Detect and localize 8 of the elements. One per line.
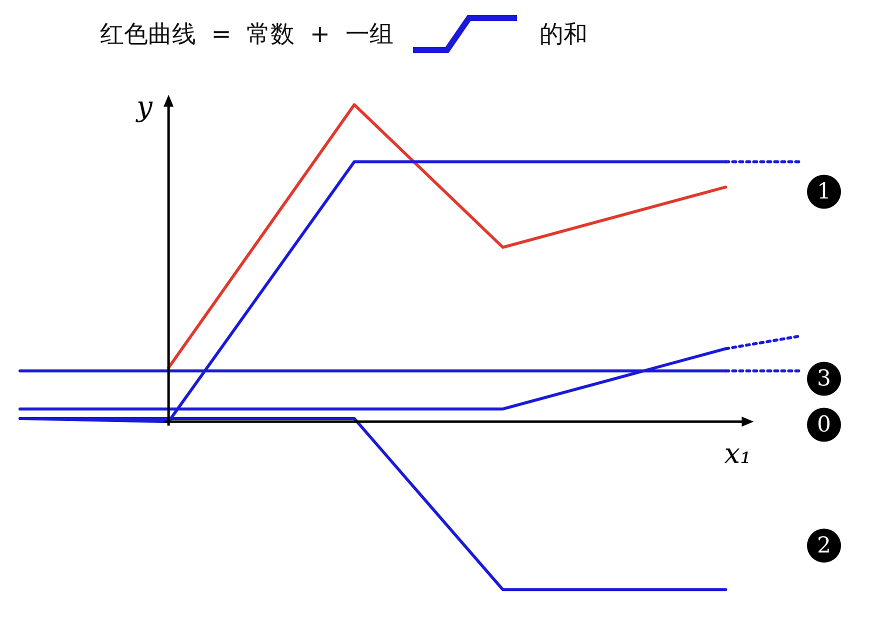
text: 2 [817, 533, 831, 558]
text: 1 [817, 179, 831, 204]
y-axis-title: y [134, 90, 154, 123]
x-axis-title: x₁ [724, 436, 752, 470]
text: 3 [817, 366, 831, 392]
chart-title: 红色曲线 = 常数 + 一组 [100, 19, 394, 50]
text: 的和 [539, 19, 588, 50]
text: 0 [817, 412, 831, 438]
